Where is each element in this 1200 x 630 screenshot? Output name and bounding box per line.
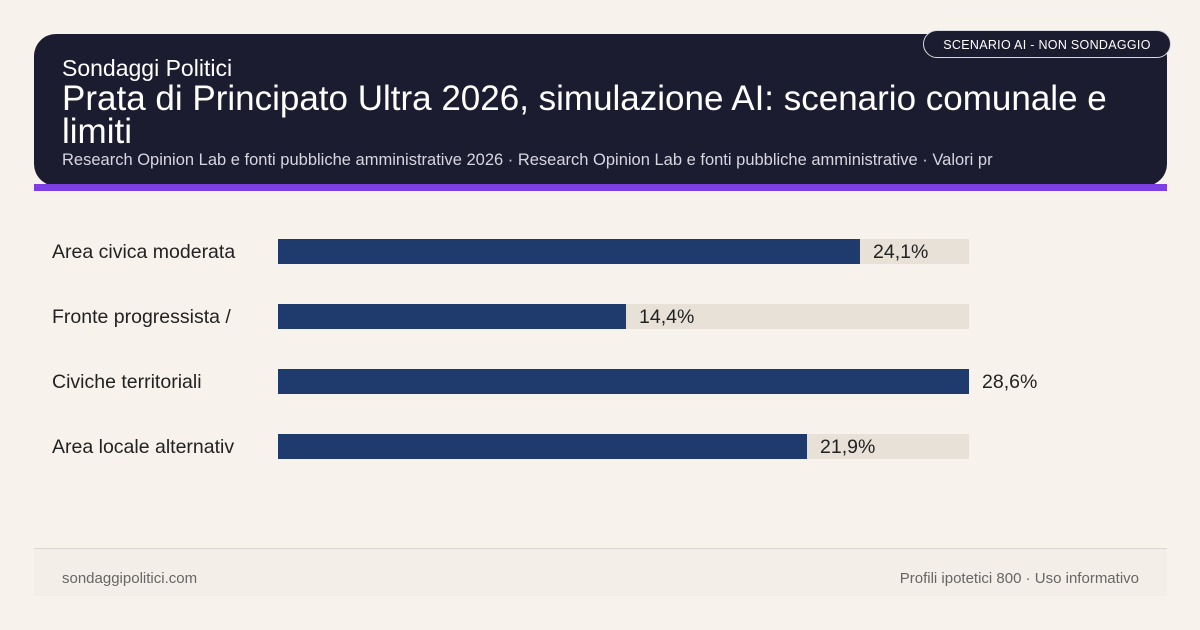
header-accent-bar: [34, 184, 1167, 191]
source-subtitle: Research Opinion Lab e fonti pubbliche a…: [62, 151, 993, 169]
bar: [278, 239, 860, 264]
value-label: 28,6%: [982, 371, 1038, 393]
bar: [278, 304, 626, 329]
bar: [278, 434, 807, 459]
category-label: Area civica moderata: [52, 241, 236, 263]
category-label: Area locale alternativ: [52, 436, 235, 458]
value-label: 14,4%: [639, 306, 695, 328]
value-label: 21,9%: [820, 436, 876, 458]
footer-site-link[interactable]: sondaggipolitici.com: [62, 570, 198, 587]
header-banner: Sondaggi Politici Prata di Principato Ul…: [34, 34, 1167, 186]
value-label: 24,1%: [873, 241, 929, 263]
page-title: Prata di Principato Ultra 2026, simulazi…: [62, 79, 1107, 151]
category-label: Fronte progressista /: [52, 306, 231, 328]
category-label: Civiche territoriali: [52, 371, 202, 393]
brand-name: Sondaggi Politici: [62, 55, 233, 81]
footer-note: Profili ipotetici 800 · Uso informativo: [899, 570, 1139, 587]
footer: sondaggipolitici.com Profili ipotetici 8…: [34, 548, 1167, 596]
bar: [278, 369, 969, 394]
scenario-badge: SCENARIO AI - NON SONDAGGIO: [923, 30, 1171, 58]
